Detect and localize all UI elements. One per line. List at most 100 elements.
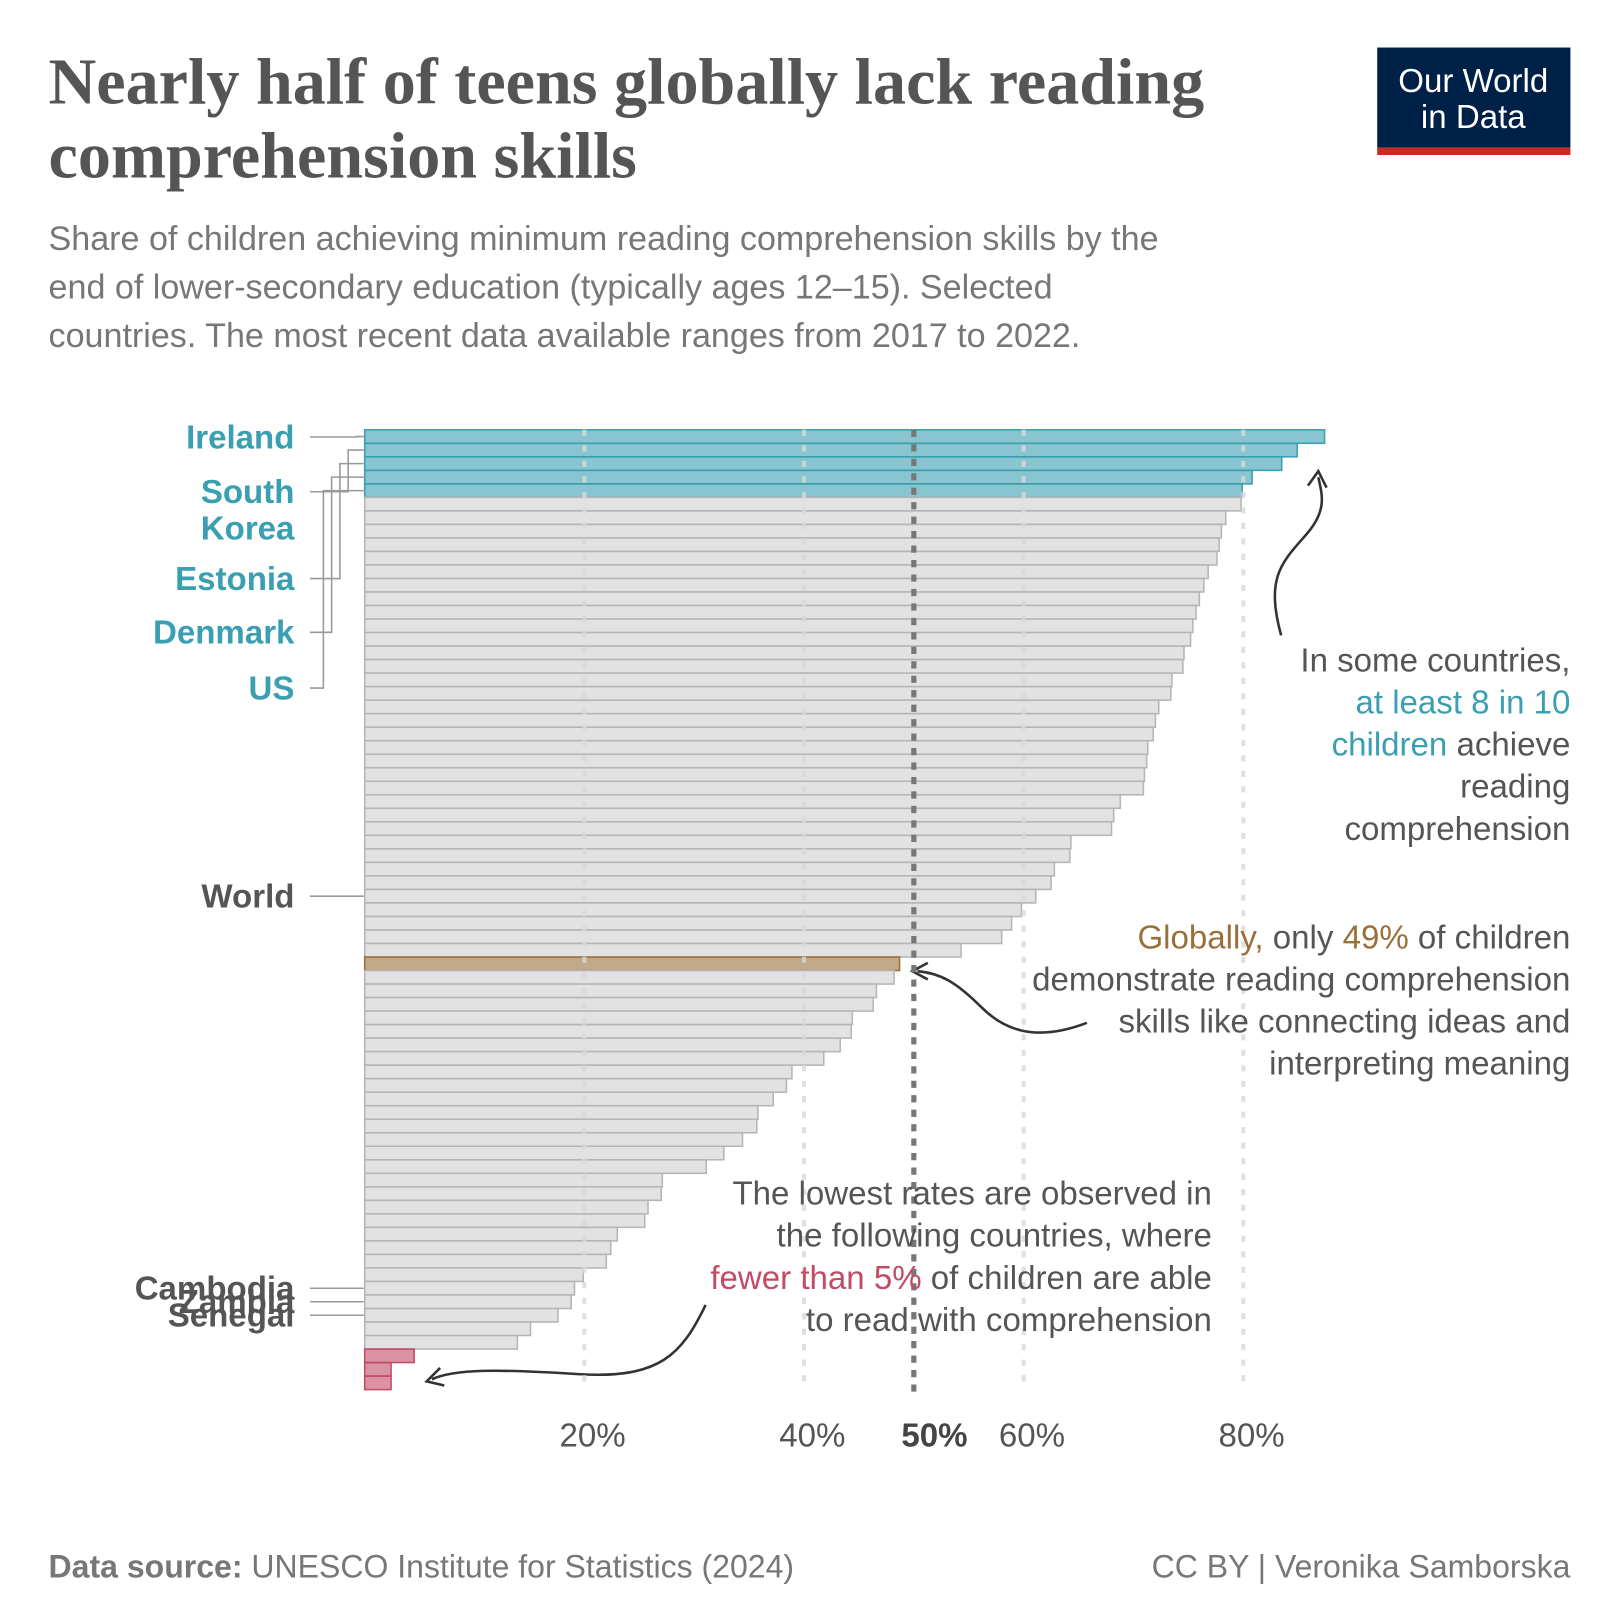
bar <box>363 780 1145 796</box>
reference-label: 50% <box>901 1417 967 1454</box>
bar <box>363 469 1253 485</box>
arrow <box>431 1304 707 1381</box>
annotation-span: fewer than 5% <box>710 1260 921 1297</box>
annotation: Globally, only 49% of children <box>1137 919 1570 956</box>
bar <box>363 1280 576 1296</box>
bar <box>363 550 1218 566</box>
subtitle: Share of children achieving minimum read… <box>49 220 1159 258</box>
bar <box>363 1104 759 1121</box>
category-label: South Korea <box>201 474 295 547</box>
bar <box>363 577 1205 593</box>
bar <box>363 429 1326 445</box>
bar <box>363 1159 708 1175</box>
arrow-head <box>1306 468 1328 489</box>
annotation: reading <box>1460 769 1570 806</box>
annotation: comprehension <box>1344 811 1570 848</box>
bar <box>363 1172 664 1188</box>
bar <box>363 807 1115 823</box>
bar <box>363 1050 825 1066</box>
category-label: Denmark <box>153 615 295 652</box>
bar <box>363 1253 608 1269</box>
bar <box>363 537 1220 553</box>
bar <box>363 618 1194 634</box>
bar <box>363 1023 853 1039</box>
annotation: The lowest rates are observed in <box>732 1176 1211 1213</box>
bar <box>363 1091 775 1107</box>
bar <box>363 794 1122 810</box>
annotation-span: interpreting meaning <box>1269 1046 1570 1083</box>
annotation-span: only <box>1264 919 1343 956</box>
annotation: to read with comprehension <box>806 1302 1212 1339</box>
annotation-span: at least 8 in 10 <box>1355 685 1570 722</box>
label-connector <box>309 476 364 634</box>
bar <box>363 969 895 985</box>
bar <box>363 1064 793 1080</box>
bar <box>363 1186 663 1202</box>
x-tick-label: 80% <box>1218 1417 1284 1454</box>
annotation-span: skills like connecting ideas and <box>1119 1004 1571 1041</box>
bar <box>363 834 1072 850</box>
annotation: interpreting meaning <box>1269 1046 1570 1083</box>
bar <box>363 996 874 1012</box>
bar <box>363 821 1113 837</box>
category-label: Estonia <box>175 561 295 598</box>
marks <box>363 429 1326 1391</box>
arrow <box>1273 477 1324 636</box>
chart-title: Nearly half of teens globally lack readi… <box>49 45 1205 118</box>
bar <box>363 983 878 999</box>
category-label: US <box>249 670 295 707</box>
bar <box>363 1375 392 1391</box>
bar <box>363 523 1223 539</box>
bar <box>363 1131 744 1148</box>
bar <box>363 942 962 958</box>
annotation-span: of children <box>1409 919 1571 956</box>
bar <box>363 1037 842 1053</box>
bar <box>363 1226 619 1242</box>
bar <box>363 929 1003 945</box>
annotation: fewer than 5% of children are able <box>710 1260 1212 1297</box>
annotation: children achieve <box>1332 727 1571 764</box>
annotation-span: comprehension <box>1344 811 1570 848</box>
bar <box>363 1294 572 1310</box>
bar <box>363 753 1148 769</box>
bar <box>363 888 1037 904</box>
bar <box>363 442 1298 458</box>
bar <box>363 861 1056 877</box>
bar <box>363 902 1023 918</box>
annotation: the following countries, where <box>777 1218 1212 1255</box>
annotation: at least 8 in 10 <box>1355 685 1570 722</box>
bar <box>363 1348 415 1364</box>
bar <box>363 631 1192 647</box>
footer-credit: CC BY | Veronika Samborska <box>1152 1549 1571 1585</box>
annotation-span: The lowest rates are observed in <box>732 1176 1211 1213</box>
bar <box>363 1307 559 1323</box>
logo-bar <box>1377 147 1571 155</box>
bar <box>363 1213 646 1229</box>
chart-title: comprehension skills <box>49 120 637 193</box>
bar <box>363 848 1071 864</box>
annotation-span: the following countries, where <box>777 1218 1212 1255</box>
bar <box>363 685 1172 701</box>
category-label: Ireland <box>186 419 294 456</box>
bar <box>363 658 1184 674</box>
logo-text: in Data <box>1421 99 1526 136</box>
annotation-span: reading <box>1460 769 1570 806</box>
subtitle: countries. The most recent data availabl… <box>49 317 1081 355</box>
annotation-span: children <box>1332 727 1448 764</box>
annotation: demonstrate reading comprehension <box>1032 961 1570 998</box>
bar <box>363 739 1149 756</box>
category-label: World <box>201 879 294 916</box>
bar <box>363 712 1157 728</box>
bar <box>363 1334 519 1350</box>
bar <box>363 604 1197 620</box>
annotation: skills like connecting ideas and <box>1119 1004 1571 1041</box>
footer-source: Data source: UNESCO Institute for Statis… <box>49 1549 795 1585</box>
annotation-span: to read with comprehension <box>806 1302 1212 1339</box>
bar <box>363 1118 758 1134</box>
annotation-span: 49% <box>1343 919 1409 956</box>
arrow-head <box>424 1366 445 1387</box>
footer-source_label: Data source: <box>49 1549 243 1585</box>
bar <box>363 1199 649 1215</box>
